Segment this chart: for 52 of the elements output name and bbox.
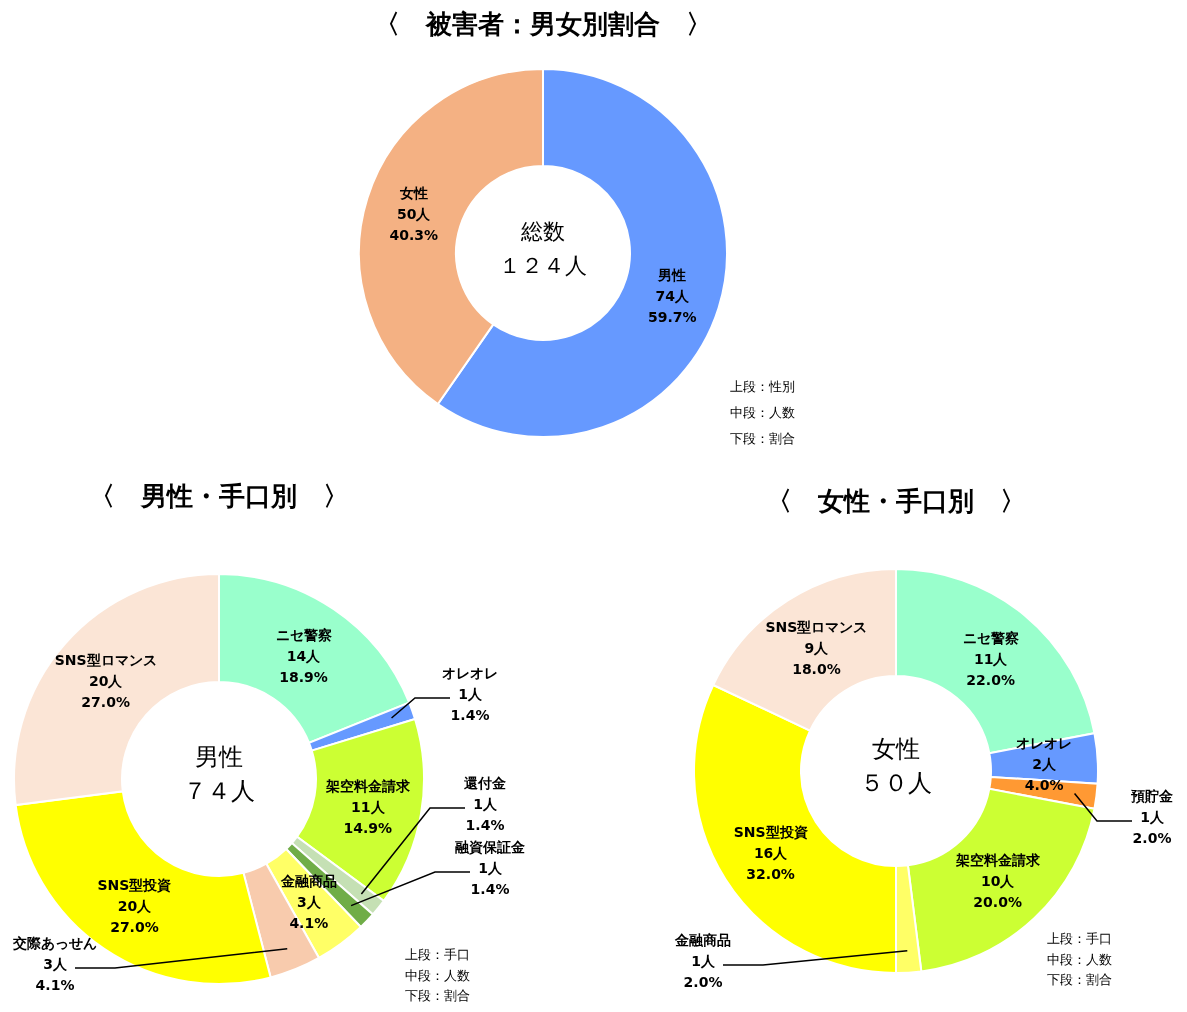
- text: 下段：割合: [405, 988, 470, 1003]
- data-label: 3人 4.1%: [35, 956, 75, 993]
- data-label: 50人 40.3%: [389, 206, 438, 244]
- slice-label: ニセ警察: [962, 629, 1019, 646]
- text: 女性: [872, 735, 920, 763]
- text: 中段：人数: [405, 967, 470, 983]
- slice-label: 架空料金請求: [324, 777, 411, 794]
- slice-label: SNS型投資: [733, 823, 808, 840]
- text: 下段：割合: [1047, 972, 1112, 987]
- text: 下段：割合: [730, 431, 795, 446]
- text: 上段：手口: [1047, 931, 1112, 946]
- data-label: 1人 2.0%: [1132, 809, 1172, 846]
- slice-label: ニセ警察: [275, 626, 332, 643]
- text: 総数: [520, 219, 565, 244]
- data-label: 11人 22.0%: [966, 650, 1015, 688]
- text: １２４人: [499, 253, 587, 278]
- slice-label: 男性: [657, 266, 687, 283]
- text: 中段：人数: [730, 405, 795, 420]
- data-label: 11人 14.9%: [343, 798, 393, 836]
- slice-label: 還付金: [463, 775, 507, 791]
- slice-label: 融資保証金: [455, 839, 526, 855]
- slice-label: オレオレ: [1016, 734, 1073, 751]
- slice-label: SNS型ロマンス: [54, 652, 157, 669]
- data-label: 1人 2.0%: [683, 953, 723, 990]
- text: ５０人: [860, 769, 932, 797]
- data-label: 14人 18.9%: [279, 647, 328, 685]
- slice-label: 女性: [398, 185, 428, 202]
- data-label: 74人 59.7%: [648, 287, 697, 325]
- data-label: 2人 4.0%: [1024, 755, 1064, 793]
- data-label: 9人 18.0%: [792, 639, 841, 677]
- chart-title: 〈 被害者：男女別割合 〉: [374, 9, 712, 39]
- text: 男性: [195, 743, 243, 771]
- chart-title: 〈 女性・手口別 〉: [766, 486, 1026, 516]
- data-label: 1人 1.4%: [470, 860, 510, 897]
- slice-label: 金融商品: [674, 932, 731, 948]
- text: 上段：性別: [730, 379, 795, 394]
- slice-label: オレオレ: [442, 665, 498, 681]
- data-label: 20人 27.0%: [110, 898, 159, 936]
- slice-label: 架空料金請求: [954, 852, 1041, 869]
- data-label: 10人 20.0%: [973, 873, 1022, 911]
- data-label: 1人 1.4%: [450, 686, 490, 723]
- slice-label: SNS型ロマンス: [765, 618, 868, 635]
- data-label: 16人 32.0%: [746, 844, 795, 882]
- slice-label: 預貯金: [1130, 788, 1174, 804]
- text: 上段：手口: [405, 947, 470, 962]
- slice-label: SNS型投資: [97, 877, 172, 894]
- text: ７４人: [183, 777, 255, 805]
- text: 中段：人数: [1047, 951, 1112, 967]
- data-label: 20人 27.0%: [81, 673, 130, 711]
- slice-label: 交際あっせん: [12, 935, 97, 951]
- data-label: 1人 1.4%: [465, 796, 505, 833]
- chart-title: 〈 男性・手口別 〉: [89, 481, 349, 511]
